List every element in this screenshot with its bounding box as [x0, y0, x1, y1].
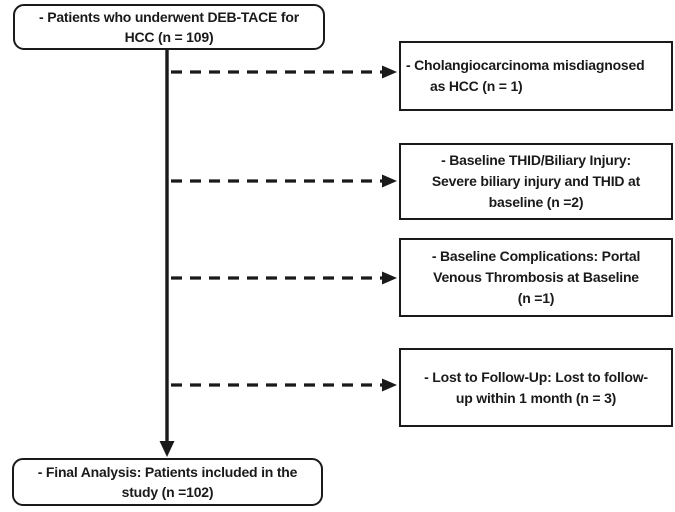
end-box-final-analysis: - Final Analysis: Patients included in t… — [12, 458, 323, 506]
end-box-line-1: - Final Analysis: Patients included in t… — [37, 464, 298, 480]
exclusion-arrow-1 — [171, 65, 397, 79]
exclusion-box-lost-to-follow-up: - Lost to Follow-Up: Lost to follow- up … — [399, 348, 673, 427]
exclusion-box-1-line-1: - Cholangiocarcinoma misdiagnosed — [406, 57, 645, 73]
exclusion-box-3-line-1: - Baseline Complications: Portal — [431, 248, 641, 264]
exclusion-box-4-line-1: - Lost to Follow-Up: Lost to follow- — [424, 368, 648, 385]
exclusion-box-2-line-2: Severe biliary injury and THID at — [431, 173, 641, 189]
exclusion-box-1-line-2: as HCC (n = 1) — [430, 78, 523, 94]
exclusion-box-2-line-1: - Baseline THID/Biliary Injury: — [441, 152, 631, 168]
start-box: - Patients who underwent DEB-TACE for HC… — [13, 4, 325, 50]
exclusion-box-3-line-2: Venous Thrombosis at Baseline — [433, 269, 639, 285]
exclusion-box-baseline-complications: - Baseline Complications: Portal Venous … — [399, 238, 673, 317]
exclusion-arrow-4 — [171, 378, 397, 392]
start-box-line-1: - Patients who underwent DEB-TACE for — [39, 9, 299, 25]
end-box-line-2: study (n =102) — [121, 484, 214, 500]
exclusion-box-3-line-3: (n =1) — [517, 290, 555, 306]
exclusion-box-4-line-2: up within 1 month (n = 3) — [455, 389, 617, 406]
start-box-line-2: HCC (n = 109) — [124, 29, 214, 45]
exclusion-arrow-3 — [171, 271, 397, 285]
exclusion-box-baseline-thid-biliary-injury: - Baseline THID/Biliary Injury: Severe b… — [399, 143, 673, 220]
exclusion-arrow-2 — [171, 174, 397, 188]
main-flow-arrow — [159, 48, 175, 457]
exclusion-box-2-line-3: baseline (n =2) — [488, 194, 584, 210]
exclusion-box-cholangiocarcinoma: - Cholangiocarcinoma misdiagnosed as HCC… — [399, 41, 673, 111]
